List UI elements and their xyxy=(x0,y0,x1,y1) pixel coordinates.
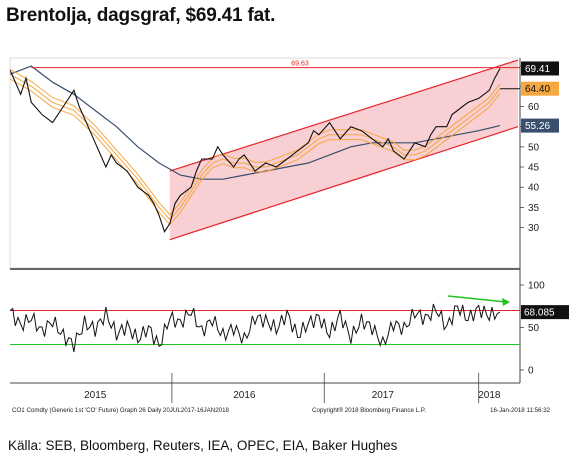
footer-center: Copyright® 2018 Bloomberg Finance L.P. xyxy=(312,407,426,414)
footer-left: CO1 Comdty (Generic 1st 'CO' Future) Gra… xyxy=(12,407,230,414)
series-layer xyxy=(9,65,501,233)
osc-tag-label: 68.085 xyxy=(524,308,555,319)
price-tag-bg xyxy=(521,118,559,133)
footer-right: 16-Jan-2018 11:56:32 xyxy=(490,407,551,414)
trend-arrow-line xyxy=(447,295,507,303)
x-tick-label: 2017 xyxy=(372,390,395,401)
y-tick-label: 60 xyxy=(528,102,540,113)
price-line xyxy=(9,68,501,233)
osc-tick-label: 0 xyxy=(528,366,534,377)
tag-layer: 69.41 64.40 55.26 68.085 xyxy=(500,61,569,320)
source-note: Källa: SEB, Bloomberg, Reuters, IEA, OPE… xyxy=(8,438,398,453)
y-tick-label: 50 xyxy=(528,142,540,153)
ma-fast-band-0 xyxy=(9,78,501,226)
price-tag-69.41: 69.41 xyxy=(521,61,559,76)
x-tick-label: 2018 xyxy=(478,390,501,401)
channel-upper-line xyxy=(169,59,519,172)
price-tag-55.26: 55.26 xyxy=(521,118,559,133)
price-tag-64.40: 64.40 xyxy=(521,81,559,96)
price-tag-label: 69.41 xyxy=(525,64,550,75)
ma-slow-line xyxy=(9,65,501,180)
channel-lower-line xyxy=(169,126,519,241)
price-tag-label: 64.40 xyxy=(525,84,550,95)
chart-title: Brentolja, dagsgraf, $69.41 fat. xyxy=(6,5,276,26)
y-tick-label: 35 xyxy=(528,203,540,214)
resistance-label: 69.63 xyxy=(291,61,309,68)
osc-tick-label: 50 xyxy=(528,323,540,334)
osc-tick-label: 100 xyxy=(528,281,545,292)
y-tick-label: 40 xyxy=(528,183,540,194)
y-tick-label: 30 xyxy=(528,223,540,234)
price-tag-label: 55.26 xyxy=(525,121,550,132)
y-tick-label: 45 xyxy=(528,163,540,174)
ma-fast-band-1 xyxy=(9,73,501,221)
osc-layer xyxy=(9,295,520,353)
oscillator-line xyxy=(9,303,501,353)
x-tick-label: 2015 xyxy=(84,390,107,401)
trend-arrow-head xyxy=(502,298,510,306)
ma-fast-band-2 xyxy=(9,68,501,216)
price-tag-bg xyxy=(521,81,559,96)
x-tick-label: 2016 xyxy=(233,390,256,401)
osc-tag-bg xyxy=(521,305,569,320)
price-tag-bg xyxy=(521,61,559,76)
annotation-layer: 69.63 xyxy=(31,61,520,69)
